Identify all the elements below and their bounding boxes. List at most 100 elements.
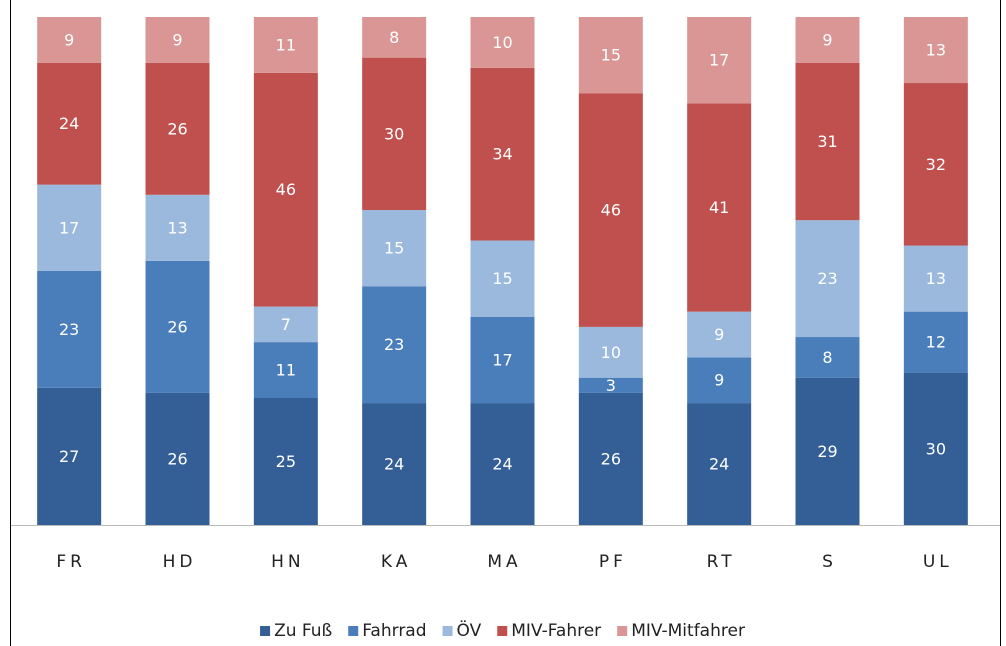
bar-segment <box>795 377 860 525</box>
x-tick-label: PF <box>599 552 627 572</box>
data-label: 15 <box>601 46 621 65</box>
data-label: 10 <box>601 343 621 362</box>
data-label: 26 <box>167 119 187 138</box>
bar-segment <box>253 398 318 525</box>
bar-segment <box>37 184 102 271</box>
legend-label: Zu Fuß <box>274 621 332 641</box>
bar-segment <box>470 316 535 404</box>
bar-segment <box>362 403 427 525</box>
data-label: 23 <box>817 269 837 288</box>
data-label: 7 <box>281 315 291 334</box>
bar-segment <box>253 342 318 398</box>
data-label: 9 <box>64 30 74 49</box>
data-label: 26 <box>601 449 621 468</box>
bar-segment <box>795 62 860 221</box>
bar-segment <box>578 392 643 525</box>
bar-segment <box>470 403 535 525</box>
bar-segment <box>687 103 752 312</box>
bar-segment <box>145 62 210 195</box>
x-tick-label: UL <box>923 552 953 572</box>
bar-segment <box>795 337 860 378</box>
bar-segment <box>903 83 968 246</box>
data-label: 30 <box>926 439 946 458</box>
bar-segment <box>362 210 427 287</box>
data-label: 9 <box>714 325 724 344</box>
bar-segment <box>578 17 643 94</box>
data-label: 9 <box>822 30 832 49</box>
data-label: 8 <box>389 28 399 47</box>
data-label: 32 <box>926 155 946 174</box>
data-label: 8 <box>822 348 832 367</box>
data-label: 23 <box>59 320 79 339</box>
x-tick-label: KA <box>381 552 411 572</box>
data-label: 12 <box>926 333 946 352</box>
data-label: 30 <box>384 124 404 143</box>
legend: Zu Fuß Fahrrad ÖV MIV-Fahrer MIV-Mitfahrer <box>260 619 745 641</box>
data-label: 24 <box>492 455 512 474</box>
bar-segment <box>37 387 102 525</box>
bar-segment <box>362 57 427 211</box>
bar-segment <box>687 311 752 358</box>
bar-segment <box>37 17 102 63</box>
data-label: 9 <box>714 371 724 390</box>
x-tick-label: S <box>822 552 837 572</box>
data-label: 26 <box>167 449 187 468</box>
bar-segment <box>253 17 318 73</box>
data-label: 15 <box>384 239 404 258</box>
legend-label: MIV-Mitfahrer <box>631 621 745 641</box>
bar-segment <box>37 271 102 388</box>
data-label: 13 <box>926 41 946 60</box>
bar-segment <box>145 260 210 393</box>
data-label: 11 <box>276 35 296 54</box>
legend-label: MIV-Fahrer <box>511 621 601 641</box>
x-tick-label: HN <box>271 552 305 572</box>
data-label: 9 <box>172 30 182 49</box>
bar-segment <box>578 93 643 327</box>
data-label: 17 <box>59 218 79 237</box>
bar-segment <box>903 372 968 525</box>
data-label: 46 <box>276 180 296 199</box>
bar-segment <box>470 17 535 68</box>
bar-segment <box>903 311 968 373</box>
data-label: 23 <box>384 335 404 354</box>
legend-swatch <box>348 626 359 636</box>
bar-segment <box>795 17 860 63</box>
data-label: 24 <box>384 455 404 474</box>
data-label: 31 <box>817 132 837 151</box>
data-label: 11 <box>276 361 296 380</box>
bar-segment <box>903 17 968 84</box>
bar-segment <box>362 17 427 58</box>
x-tick-label: HD <box>163 552 197 572</box>
bar-segment <box>795 220 860 338</box>
data-label: 15 <box>492 269 512 288</box>
bar-segment <box>253 306 318 343</box>
bar-segment <box>687 357 752 404</box>
bar-segment <box>37 62 102 185</box>
bar-segment <box>470 67 535 241</box>
data-label: 13 <box>926 269 946 288</box>
legend-label: ÖV <box>457 619 482 641</box>
data-label: 24 <box>59 114 79 133</box>
data-label: 17 <box>709 51 729 70</box>
bar-segment <box>253 72 318 307</box>
x-tick-label: RT <box>707 552 736 572</box>
data-label: 46 <box>601 201 621 220</box>
data-label: 17 <box>492 350 512 369</box>
data-label: 26 <box>167 317 187 336</box>
bar-segment <box>578 377 643 393</box>
legend-swatch <box>497 626 508 636</box>
data-label: 34 <box>492 145 512 164</box>
data-label: 24 <box>709 455 729 474</box>
bar-segment <box>145 194 210 261</box>
bar-segment <box>687 403 752 525</box>
bar-segment <box>687 17 752 104</box>
legend-swatch <box>617 626 628 636</box>
bar-segment <box>470 240 535 317</box>
data-label: 10 <box>492 33 512 52</box>
data-label: 13 <box>167 218 187 237</box>
bar-segment <box>145 17 210 63</box>
legend-swatch <box>442 626 453 636</box>
x-tick-label: FR <box>56 552 86 572</box>
legend-label: Fahrrad <box>362 621 426 641</box>
